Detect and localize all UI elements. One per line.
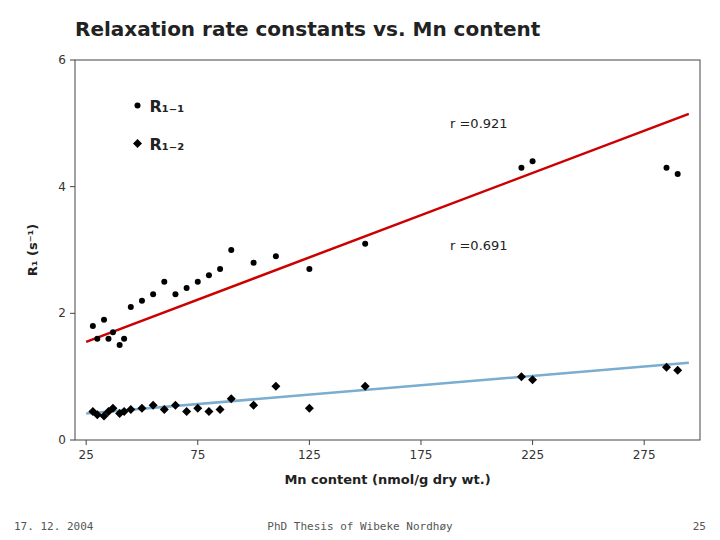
scatter-point (206, 272, 212, 278)
legend-marker (135, 103, 141, 109)
trend-line (86, 114, 689, 342)
legend-entry: R₁₋₂ (150, 135, 185, 154)
scatter-point (101, 317, 107, 323)
scatter-point (216, 405, 225, 414)
scatter-point (362, 241, 368, 247)
scatter-point (126, 405, 135, 414)
legend-entry: R₁₋₁ (150, 97, 185, 116)
scatter-point (249, 401, 258, 410)
scatter-point (251, 260, 257, 266)
scatter-point (662, 363, 671, 372)
trend-line (86, 363, 689, 414)
scatter-point (93, 410, 102, 419)
scatter-point (530, 158, 536, 164)
scatter-point (172, 291, 178, 297)
y-tick-label: 4 (58, 180, 66, 194)
x-tick-label: 25 (79, 448, 94, 462)
footer-text: 25 (693, 520, 706, 533)
footer-text: 17. 12. 2004 (14, 520, 94, 533)
x-axis-label: Mn content (nmol/g dry wt.) (284, 472, 490, 487)
scatter-point (305, 404, 314, 413)
y-tick-label: 6 (58, 53, 66, 67)
marks (86, 114, 689, 421)
y-tick-label: 0 (58, 433, 66, 447)
scatter-point (108, 404, 117, 413)
scatter-point (128, 304, 134, 310)
scatter-point (675, 171, 681, 177)
scatter-point (228, 247, 234, 253)
footer-text: PhD Thesis of Wibeke Nordhøy (267, 520, 453, 533)
scatter-point (105, 336, 111, 342)
scatter-point (160, 405, 169, 414)
scatter-point (182, 407, 191, 416)
y-tick (70, 186, 75, 187)
scatter-point (161, 279, 167, 285)
x-tick (644, 440, 645, 445)
scatter-point (171, 401, 180, 410)
scatter-point (271, 382, 280, 391)
plot-frame (75, 60, 700, 440)
scatter-point (110, 329, 116, 335)
scatter-point (184, 285, 190, 291)
scatter-point (273, 253, 279, 259)
scatter-point (193, 404, 202, 413)
legend-marker (133, 139, 142, 148)
scatter-point (137, 404, 146, 413)
scatter-point (117, 342, 123, 348)
scatter-point (517, 372, 526, 381)
x-tick (420, 440, 421, 445)
x-tick-label: 125 (298, 448, 321, 462)
y-axis-label: R₁ (s⁻¹) (25, 224, 40, 276)
chart: Relaxation rate constants vs. Mn content… (0, 0, 720, 540)
scatter-point (150, 291, 156, 297)
scatter-point (90, 323, 96, 329)
x-tick (309, 440, 310, 445)
y-tick (70, 60, 75, 61)
scatter-point (120, 407, 129, 416)
y-tick (70, 440, 75, 441)
scatter-point (518, 165, 524, 171)
scatter-point (121, 336, 127, 342)
scatter-point (673, 366, 682, 375)
annotation: r =0.921 (450, 116, 508, 131)
scatter-point (361, 382, 370, 391)
x-tick (197, 440, 198, 445)
title: Relaxation rate constants vs. Mn content (75, 17, 541, 41)
scatter-point (217, 266, 223, 272)
x-tick (86, 440, 87, 445)
x-tick (532, 440, 533, 445)
scatter-point (306, 266, 312, 272)
scatter-point (149, 401, 158, 410)
scatter-point (204, 407, 213, 416)
scatter-point (528, 375, 537, 384)
x-tick-label: 275 (633, 448, 656, 462)
x-tick-label: 75 (190, 448, 205, 462)
scatter-point (94, 336, 100, 342)
x-tick-label: 225 (521, 448, 544, 462)
x-tick-label: 175 (410, 448, 433, 462)
scatter-point (139, 298, 145, 304)
y-tick (70, 313, 75, 314)
scatter-point (664, 165, 670, 171)
annotation: r =0.691 (450, 238, 508, 253)
y-tick-label: 2 (58, 306, 66, 320)
scatter-point (227, 394, 236, 403)
scatter-point (195, 279, 201, 285)
